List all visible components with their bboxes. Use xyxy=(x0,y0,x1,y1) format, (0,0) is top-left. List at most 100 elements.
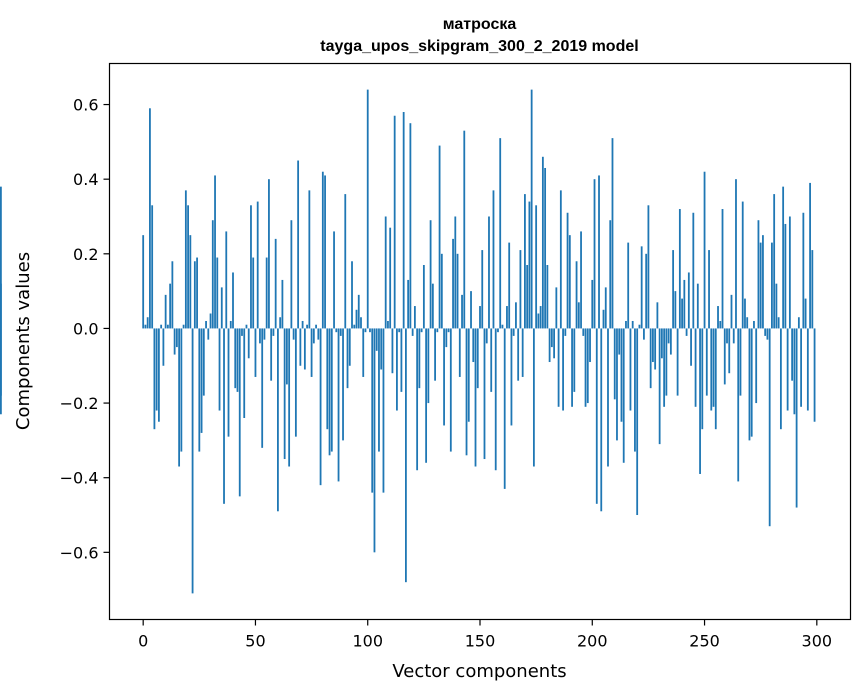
bar xyxy=(160,324,163,329)
bar xyxy=(593,179,596,329)
x-tick-label: 200 xyxy=(577,632,608,651)
bar xyxy=(191,328,194,594)
bar xyxy=(640,246,643,329)
bar xyxy=(584,328,587,407)
bar xyxy=(261,328,264,448)
bar xyxy=(643,328,645,340)
bar xyxy=(788,216,791,329)
bar xyxy=(802,212,805,329)
bar xyxy=(184,190,187,329)
bar xyxy=(656,302,659,329)
bar xyxy=(202,328,205,396)
bar xyxy=(604,287,607,329)
bar xyxy=(360,317,362,329)
bar xyxy=(559,190,562,329)
bar xyxy=(519,250,522,329)
bar xyxy=(474,328,477,467)
bar xyxy=(530,89,533,329)
bar xyxy=(813,328,816,422)
bar xyxy=(391,328,394,374)
bar xyxy=(773,194,776,329)
bar xyxy=(409,123,412,329)
bar xyxy=(355,309,358,329)
bar xyxy=(629,328,632,411)
bar xyxy=(582,328,585,336)
bar xyxy=(508,242,511,329)
bar xyxy=(146,317,149,329)
bar xyxy=(479,306,481,329)
bar xyxy=(548,328,551,363)
bar xyxy=(806,328,809,411)
bar xyxy=(259,328,261,344)
bar xyxy=(609,220,612,329)
y-tick-label: −0.2 xyxy=(60,394,99,413)
bar xyxy=(299,328,302,366)
bar xyxy=(214,175,216,329)
bar xyxy=(685,328,688,336)
bar xyxy=(512,328,515,336)
bar xyxy=(768,328,771,527)
bar xyxy=(755,328,758,404)
bar xyxy=(483,328,486,460)
bar xyxy=(669,328,672,355)
bar xyxy=(200,328,203,433)
bar xyxy=(268,179,270,329)
bar xyxy=(497,328,499,333)
bar xyxy=(234,328,237,389)
bar xyxy=(800,328,802,407)
bar xyxy=(526,265,529,329)
bar xyxy=(503,328,506,489)
bar xyxy=(627,242,630,329)
bar xyxy=(485,328,488,344)
bar xyxy=(285,328,288,385)
bar xyxy=(151,205,154,329)
bar xyxy=(676,328,679,396)
bar xyxy=(811,250,814,329)
bar xyxy=(762,235,764,329)
bar xyxy=(351,261,353,329)
bar xyxy=(353,324,356,329)
bar xyxy=(413,306,416,329)
bar xyxy=(737,328,740,482)
y-tick-label: 0.6 xyxy=(73,96,98,115)
bar xyxy=(256,201,259,329)
bar xyxy=(270,328,273,381)
bar xyxy=(333,231,335,329)
bar xyxy=(411,328,414,336)
bar xyxy=(611,138,614,329)
bar xyxy=(326,328,329,430)
bar xyxy=(445,328,448,348)
bar xyxy=(169,283,172,329)
bar xyxy=(577,302,580,329)
x-tick-label: 100 xyxy=(352,632,383,651)
bar xyxy=(602,309,605,329)
bar xyxy=(636,328,639,516)
bar xyxy=(328,328,331,456)
bar xyxy=(690,328,692,366)
bar xyxy=(759,242,762,329)
bar xyxy=(279,317,282,329)
bar xyxy=(490,328,493,392)
bar xyxy=(458,328,461,377)
bar xyxy=(425,328,428,463)
bar xyxy=(182,324,185,329)
bar xyxy=(681,298,683,329)
x-tick-label: 150 xyxy=(465,632,496,651)
bar xyxy=(232,272,234,329)
bar xyxy=(575,261,578,329)
bar xyxy=(364,328,367,333)
bar xyxy=(631,320,634,329)
bar xyxy=(389,227,392,329)
bar xyxy=(342,328,344,441)
bar xyxy=(701,328,704,430)
bar xyxy=(211,220,214,329)
bar xyxy=(346,328,349,389)
bar xyxy=(739,328,742,396)
bar xyxy=(804,298,807,329)
bar xyxy=(189,235,192,329)
bar xyxy=(492,190,495,329)
bar xyxy=(719,320,722,329)
bar xyxy=(220,287,223,329)
bar xyxy=(732,328,735,344)
bar xyxy=(357,294,360,329)
